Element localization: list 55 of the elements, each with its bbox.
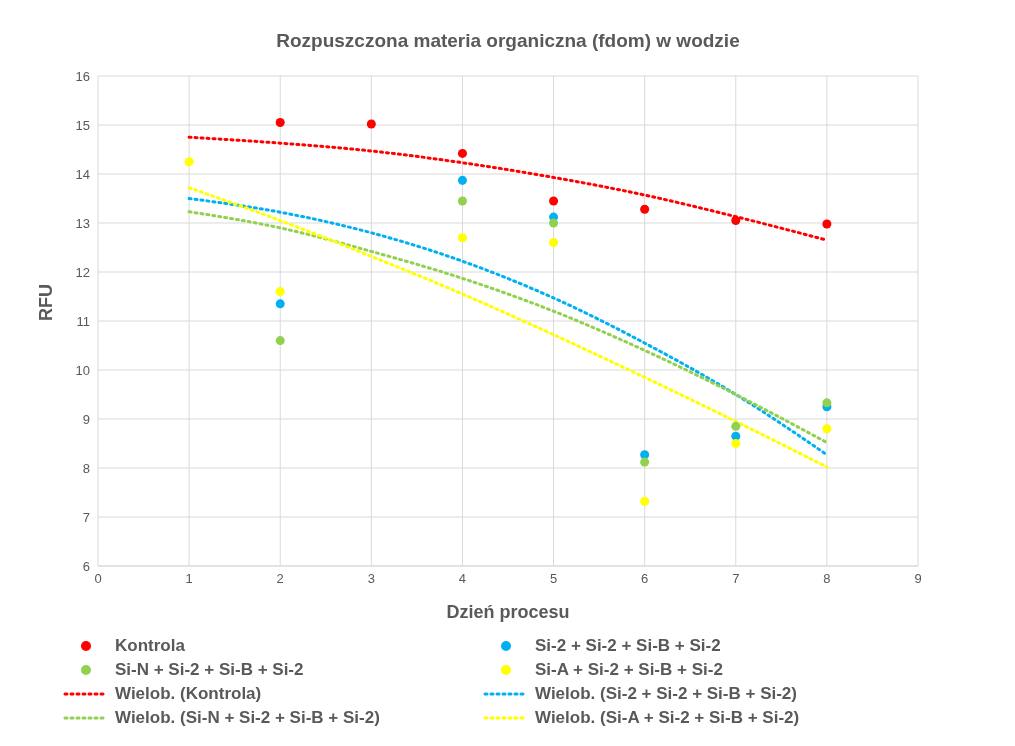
x-tick-label: 0 xyxy=(94,571,102,587)
legend-label: Wielob. (Si-2 + Si-2 + Si-B + Si-2) xyxy=(535,684,797,704)
y-axis-title: RFU xyxy=(36,284,57,321)
point xyxy=(640,457,650,467)
y-tick-label: 9 xyxy=(82,411,90,427)
y-tick-label: 10 xyxy=(75,362,90,378)
point xyxy=(549,218,559,228)
x-tick-label: 8 xyxy=(823,571,831,587)
point xyxy=(731,421,741,431)
x-tick-label: 7 xyxy=(732,571,740,587)
y-tick-label: 12 xyxy=(75,264,90,280)
y-tick-label: 11 xyxy=(76,313,90,329)
x-axis-title: Dzień procesu xyxy=(446,602,570,622)
point xyxy=(457,148,467,158)
y-tick-label: 15 xyxy=(75,117,90,133)
point xyxy=(549,196,559,206)
x-tick-label: 2 xyxy=(276,571,284,587)
legend-label: Wielob. (Si-N + Si-2 + Si-B + Si-2) xyxy=(115,708,380,728)
point xyxy=(275,118,285,128)
point xyxy=(275,336,285,346)
point xyxy=(184,157,194,167)
y-tick-label: 13 xyxy=(75,215,90,231)
y-tick-label: 7 xyxy=(82,509,90,525)
point xyxy=(457,196,467,206)
chart-title: Rozpuszczona materia organiczna (fdom) w wodzie xyxy=(275,29,741,53)
point xyxy=(457,175,467,185)
x-tick-label: 6 xyxy=(641,571,649,587)
point xyxy=(275,287,285,297)
x-tick-label: 9 xyxy=(914,571,922,587)
point xyxy=(822,398,832,408)
point xyxy=(640,496,650,506)
point xyxy=(640,450,650,460)
legend-label: Wielob. (Kontrola) xyxy=(115,684,262,704)
legend-label: Si-2 + Si-2 + Si-B + Si-2 xyxy=(535,636,721,656)
point xyxy=(366,119,376,129)
point xyxy=(731,216,741,226)
point xyxy=(457,233,467,243)
point xyxy=(549,238,559,248)
x-tick-label: 4 xyxy=(458,571,467,587)
legend-label: Si-A + Si-2 + Si-B + Si-2 xyxy=(535,660,723,680)
x-tick-label: 5 xyxy=(549,571,558,587)
legend-label: Wielob. (Si-A + Si-2 + Si-B + Si-2) xyxy=(535,708,800,728)
y-tick-label: 6 xyxy=(82,558,90,574)
legend-label: Si-N + Si-2 + Si-B + Si-2 xyxy=(115,660,304,680)
point xyxy=(731,438,741,449)
x-tick-label: 1 xyxy=(185,571,193,587)
point xyxy=(275,299,285,309)
legend-label: Kontrola xyxy=(115,636,185,656)
y-tick-label: 16 xyxy=(75,68,90,84)
point xyxy=(822,219,832,229)
point xyxy=(822,424,832,434)
y-tick-label: 14 xyxy=(75,166,90,182)
y-tick-label: 8 xyxy=(82,460,90,476)
point xyxy=(640,204,650,214)
x-tick-label: 3 xyxy=(367,571,375,587)
